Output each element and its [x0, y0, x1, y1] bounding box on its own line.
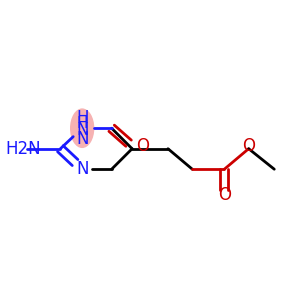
Text: O: O	[136, 137, 149, 155]
Text: H
N: H N	[76, 109, 88, 148]
Text: H2N: H2N	[5, 140, 41, 158]
Text: N: N	[76, 121, 88, 139]
Text: O: O	[218, 186, 231, 204]
Text: O: O	[242, 137, 255, 155]
Text: N: N	[76, 160, 88, 178]
Ellipse shape	[70, 108, 94, 148]
Text: H: H	[76, 116, 88, 130]
